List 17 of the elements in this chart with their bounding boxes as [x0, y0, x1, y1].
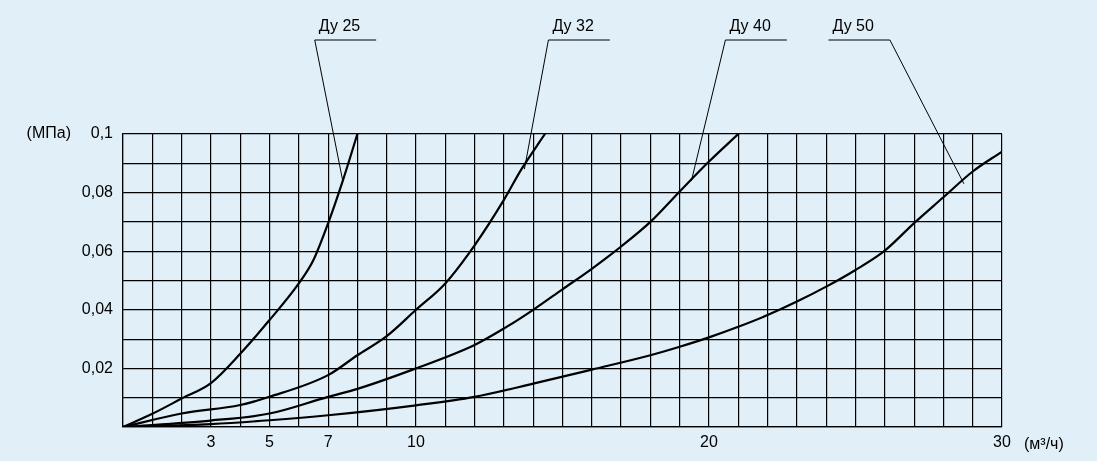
annotation: Ду 32: [552, 17, 594, 34]
x-axis-title: (м³/ч): [1024, 435, 1064, 453]
y-tick-label: 0,08: [81, 183, 114, 201]
y-tick-label: 0,02: [81, 358, 114, 376]
x-tick-label: 5: [265, 433, 275, 451]
x-tick-label: 30: [993, 433, 1011, 451]
x-tick-label: 7: [323, 433, 333, 451]
x-tick-label: 20: [700, 433, 718, 451]
y-tick-label: 0,1: [90, 124, 114, 142]
annotation: Ду 50: [832, 17, 875, 34]
y-tick-label: 0,06: [81, 241, 114, 259]
x-tick-label: 10: [407, 433, 425, 451]
annotation: Ду 40: [729, 17, 771, 34]
annotation: Ду 25: [318, 17, 361, 34]
x-tick-label: 3: [206, 433, 216, 451]
y-axis-title: (МПа): [26, 124, 71, 142]
y-tick-label: 0,04: [81, 300, 114, 318]
